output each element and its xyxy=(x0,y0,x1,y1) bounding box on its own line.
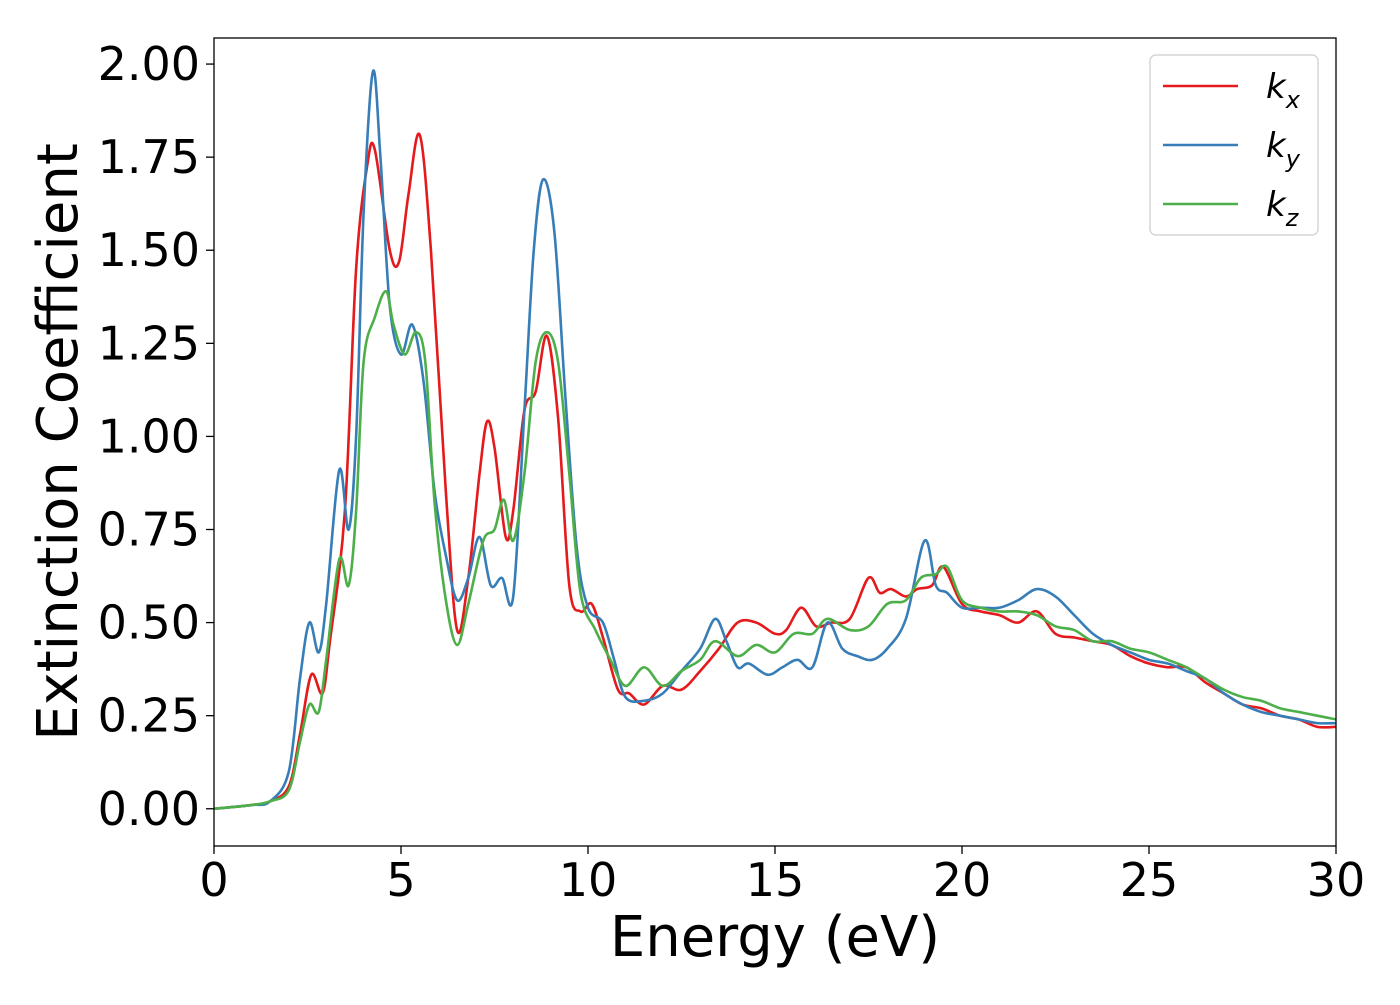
legend-label: ky xyxy=(1266,126,1301,173)
x-axis-ticks: 0 5 10 15 20 25 30 xyxy=(199,846,1365,907)
y-axis-title: Extinction Coefficient xyxy=(26,143,91,741)
y-tick-label: 2.00 xyxy=(98,37,200,91)
x-tick-label: 0 xyxy=(199,853,228,907)
series-line-ky xyxy=(214,69,1336,811)
x-axis-title: Energy (eV) xyxy=(610,905,940,970)
y-tick-label: 0.25 xyxy=(98,689,200,743)
y-tick-label: 1.50 xyxy=(98,223,200,277)
legend-label: kx xyxy=(1266,67,1301,114)
x-tick-label: 25 xyxy=(1120,853,1179,907)
series-layer xyxy=(214,69,1336,811)
x-tick-label: 10 xyxy=(559,853,618,907)
x-tick-label: 5 xyxy=(386,853,415,907)
y-tick-label: 0.75 xyxy=(98,503,200,557)
y-tick-label: 0.50 xyxy=(98,596,200,650)
legend-label: kz xyxy=(1266,185,1300,232)
series-line-kx xyxy=(214,132,1336,811)
x-tick-label: 15 xyxy=(746,853,805,907)
y-tick-label: 0.00 xyxy=(98,782,200,836)
y-tick-label: 1.25 xyxy=(98,316,200,370)
legend-entries: kx ky kz xyxy=(1163,67,1301,232)
series-line-kz xyxy=(214,289,1336,811)
x-tick-label: 20 xyxy=(933,853,992,907)
y-tick-label: 1.75 xyxy=(98,130,200,184)
x-tick-label: 30 xyxy=(1307,853,1366,907)
legend: kx ky kz xyxy=(1149,54,1319,236)
y-axis-ticks: 0.00 0.25 0.50 0.75 1.00 1.25 1.50 1.75 2.00 xyxy=(98,37,214,836)
y-tick-label: 1.00 xyxy=(98,409,200,463)
